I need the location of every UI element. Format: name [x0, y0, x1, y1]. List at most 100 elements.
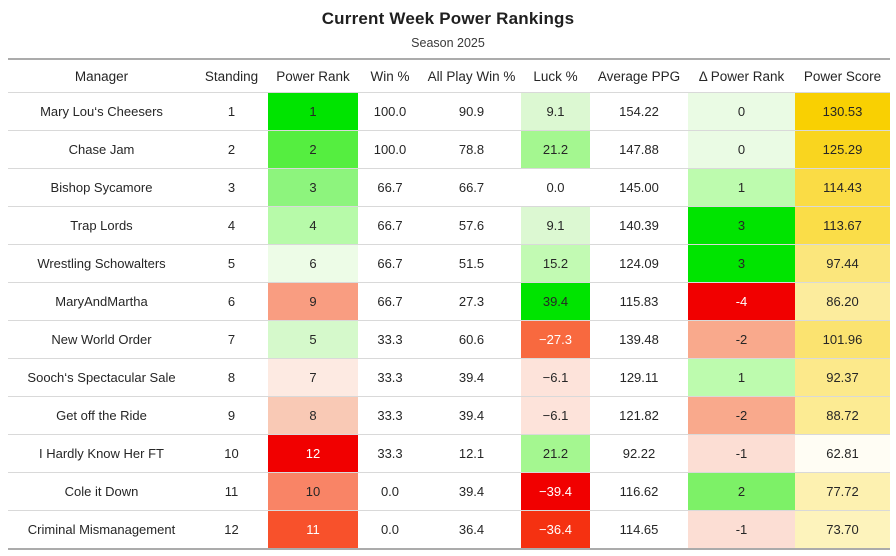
manager-cell: Get off the Ride	[8, 396, 195, 435]
average-ppg-cell: 154.22	[590, 92, 688, 131]
header-row: Manager Standing Power Rank Win % All Pl…	[8, 59, 890, 93]
luck-pct-cell: 0.0	[521, 168, 590, 207]
table-row: Criminal Mismanagement 12 11 0.0 36.4 −3…	[8, 510, 890, 549]
luck-pct-cell: 9.1	[521, 92, 590, 131]
average-ppg-cell: 145.00	[590, 168, 688, 207]
power-score-cell: 88.72	[795, 396, 890, 435]
manager-cell: I Hardly Know Her FT	[8, 434, 195, 473]
manager-cell: Sooch‘s Spectacular Sale	[8, 358, 195, 397]
manager-cell: Chase Jam	[8, 130, 195, 169]
power-score-cell: 92.37	[795, 358, 890, 397]
average-ppg-cell: 114.65	[619, 522, 659, 537]
delta-power-rank-cell: -2	[688, 396, 795, 435]
table-row: New World Order 7 5 33.3 60.6 −27.3 139.…	[8, 320, 890, 359]
luck-pct-cell: −27.3	[521, 320, 590, 359]
win-pct-cell: 0.0	[358, 472, 422, 511]
standing-cell: 2	[195, 130, 268, 169]
luck-pct-cell: 15.2	[521, 244, 590, 283]
win-pct-cell: 33.3	[358, 320, 422, 359]
luck-pct-cell: 39.4	[521, 282, 590, 321]
win-pct-cell: 66.7	[358, 244, 422, 283]
average-ppg-cell: 140.39	[590, 206, 688, 245]
standing-cell: 8	[195, 358, 268, 397]
win-pct-cell: 66.7	[358, 282, 422, 321]
delta-power-rank-cell: 1	[688, 358, 795, 397]
all-play-win-pct-cell: 57.6	[422, 206, 521, 245]
average-ppg-cell: 92.22	[590, 434, 688, 473]
power-score-cell: 77.72	[795, 472, 890, 511]
standing-cell: 3	[195, 168, 268, 207]
all-play-win-pct-cell: 39.4	[422, 472, 521, 511]
table-row: Chase Jam 2 2 100.0 78.8 21.2 147.88 0 1…	[8, 130, 890, 169]
win-pct-cell: 66.7	[358, 206, 422, 245]
power-rank-cell: 9	[268, 282, 358, 321]
col-header-standing: Standing	[195, 59, 268, 93]
col-header-all-play-win-pct: All Play Win %	[422, 59, 521, 93]
col-header-luck-pct: Luck %	[521, 59, 590, 93]
manager-cell: Wrestling Schowalters	[8, 244, 195, 283]
delta-power-rank-cell: 3	[688, 244, 795, 283]
page-title: Current Week Power Rankings	[321, 9, 575, 28]
average-ppg-cell: 116.62	[590, 472, 688, 511]
delta-power-rank-cell: -4	[688, 282, 795, 321]
power-rank-cell: 12	[268, 434, 358, 473]
manager-cell: MaryAndMartha	[8, 282, 195, 321]
average-ppg-cell: 115.83	[590, 282, 688, 321]
standing-cell: 5	[195, 244, 268, 283]
standing-cell: 12	[224, 522, 239, 537]
all-play-win-pct-cell: 51.5	[422, 244, 521, 283]
average-ppg-cell: 121.82	[590, 396, 688, 435]
win-pct-cell: 33.3	[358, 358, 422, 397]
manager-cell: Mary Lou‘s Cheesers	[8, 92, 195, 131]
col-header-power-rank: Power Rank	[268, 59, 358, 93]
win-pct-cell: 100.0	[358, 130, 422, 169]
power-score-cell: 73.70	[795, 510, 890, 549]
table-row: MaryAndMartha 6 9 66.7 27.3 39.4 115.83 …	[8, 282, 890, 321]
power-rank-cell: 8	[268, 396, 358, 435]
standing-cell: 7	[195, 320, 268, 359]
standing-cell: 9	[195, 396, 268, 435]
luck-pct-cell: −6.1	[521, 396, 590, 435]
power-rank-cell: 3	[268, 168, 358, 207]
power-rank-cell: 7	[268, 358, 358, 397]
all-play-win-pct-cell: 36.4	[458, 522, 485, 537]
win-pct-cell: 66.7	[358, 168, 422, 207]
win-pct-cell: 100.0	[358, 92, 422, 131]
luck-pct-cell: 21.2	[521, 130, 590, 169]
power-score-cell: 62.81	[795, 434, 890, 473]
win-pct-cell: 33.3	[358, 434, 422, 473]
col-header-average-ppg: Average PPG	[590, 59, 688, 93]
luck-pct-cell: 9.1	[521, 206, 590, 245]
power-score-cell: 114.43	[795, 168, 890, 207]
luck-pct-cell: −6.1	[521, 358, 590, 397]
table-row: Bishop Sycamore 3 3 66.7 66.7 0.0 145.00…	[8, 168, 890, 207]
table-row: Mary Lou‘s Cheesers 1 1 100.0 90.9 9.1 1…	[8, 92, 890, 131]
all-play-win-pct-cell: 12.1	[422, 434, 521, 473]
standing-cell: 6	[195, 282, 268, 321]
luck-pct-cell: 21.2	[521, 434, 590, 473]
power-rank-cell: 10	[268, 472, 358, 511]
delta-power-rank-cell: -1	[688, 434, 795, 473]
power-score-cell: 130.53	[795, 92, 890, 131]
all-play-win-pct-cell: 39.4	[422, 396, 521, 435]
manager-cell: Trap Lords	[8, 206, 195, 245]
power-rank-cell: 11	[268, 510, 358, 549]
luck-pct-cell: −36.4	[521, 510, 590, 549]
manager-cell: Bishop Sycamore	[8, 168, 195, 207]
power-rank-cell: 4	[268, 206, 358, 245]
col-header-delta-power-rank: Δ Power Rank	[688, 59, 795, 93]
table-row: Trap Lords 4 4 66.7 57.6 9.1 140.39 3 11…	[8, 206, 890, 245]
power-score-cell: 113.67	[795, 206, 890, 245]
delta-power-rank-cell: 1	[688, 168, 795, 207]
all-play-win-pct-cell: 90.9	[422, 92, 521, 131]
all-play-win-pct-cell: 66.7	[422, 168, 521, 207]
power-rank-cell: 1	[268, 92, 358, 131]
win-pct-cell: 0.0	[380, 522, 400, 537]
all-play-win-pct-cell: 60.6	[422, 320, 521, 359]
manager-cell: Criminal Mismanagement	[27, 522, 176, 537]
win-pct-cell: 33.3	[358, 396, 422, 435]
table-row: Sooch‘s Spectacular Sale 8 7 33.3 39.4 −…	[8, 358, 890, 397]
standing-cell: 10	[195, 434, 268, 473]
manager-cell: New World Order	[8, 320, 195, 359]
